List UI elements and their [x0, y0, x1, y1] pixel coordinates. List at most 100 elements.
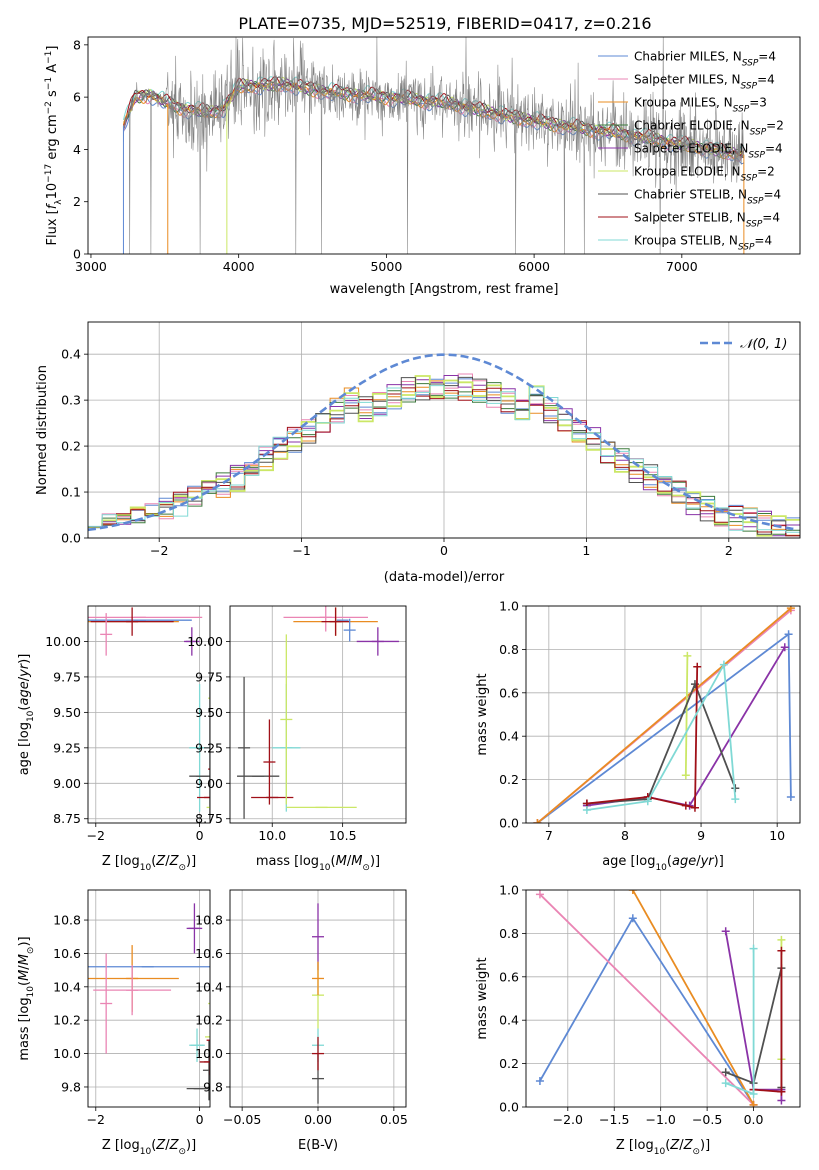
legend-label-base: Chabrier STELIB, N — [634, 188, 747, 202]
axis-label-part: )] — [186, 1138, 196, 1153]
x-tick-label: 9 — [697, 828, 705, 843]
y-tick-label: 0.6 — [499, 969, 519, 984]
axis-label-part: Z — [169, 854, 180, 869]
y-tick-label: 10.8 — [195, 913, 223, 928]
errorbar-point — [199, 1048, 210, 1076]
y-tick-label: 9.75 — [53, 669, 81, 684]
errorbar-point — [312, 903, 324, 971]
axis-label-part: 10 — [655, 863, 667, 873]
legend-label-tail: =2 — [766, 119, 784, 133]
x-tick-label: 8 — [621, 828, 629, 843]
y-tick-label: 9.8 — [203, 1079, 223, 1094]
axis-label-part: ( — [331, 854, 336, 869]
axis-label: Normed distribution — [35, 365, 50, 495]
axis-label: mass weight — [475, 957, 490, 1039]
y-tick-label: 10.2 — [195, 1013, 223, 1028]
mass-weight-marker — [749, 944, 758, 953]
y-tick-label: 9.25 — [195, 740, 223, 755]
mass-weight-marker — [683, 651, 692, 660]
legend-label-sub: SSP — [742, 59, 759, 69]
x-tick-label: −2 — [150, 543, 168, 558]
axis-label: Z [log10(Z/Z⊙)] — [616, 1138, 710, 1157]
legend-label-tail: =4 — [765, 142, 783, 156]
errorbar-point — [343, 618, 356, 642]
axis-label: mass weight — [475, 673, 490, 755]
axes-frame — [525, 889, 801, 1108]
axis-label-part: A — [45, 64, 60, 77]
axis-label-part: mass [log — [256, 854, 319, 869]
axis-label: Flux [fλ10−17 erg cm−2 s−1 A−1] — [44, 46, 64, 246]
mass-weight-marker — [533, 819, 542, 823]
axes-frame — [87, 889, 211, 1108]
x-tick-label: 10.0 — [258, 828, 286, 843]
legend-label-sub: SSP — [733, 105, 750, 115]
x-tick-label: 0.00 — [304, 1112, 332, 1127]
axis-label-part: ⊙ — [178, 863, 186, 873]
axis-label-part: λ — [54, 199, 64, 205]
mass-weight-marker — [721, 1068, 730, 1077]
y-tick-label: 9.00 — [195, 776, 223, 791]
axis-label-part: wavelength [Angstrom, rest frame] — [330, 282, 559, 297]
mass-weight-line — [632, 890, 755, 1106]
errorbar-point — [312, 961, 324, 996]
y-tick-label: 10.00 — [187, 634, 223, 649]
legend-label-base: Salpeter ELODIE, N — [634, 142, 748, 156]
axis-label-part: / — [696, 854, 701, 869]
plot-area — [88, 903, 210, 1101]
x-tick-label: 4000 — [223, 259, 255, 274]
plot-area — [535, 890, 786, 1107]
axis-label-part: ( — [17, 981, 32, 986]
x-tick-label: −1 — [292, 543, 310, 558]
mass-weight-marker — [535, 1076, 544, 1085]
axis-label-part: age [log — [17, 722, 32, 775]
mass-weight-line — [586, 661, 737, 811]
panel-weight-vs-Z: −2.0 −1.5 −1.0 −0.5 0.0 0.0 0.2 0.4 0.6 0.8 1.0 Z [… — [475, 883, 801, 1157]
mass-weight-marker — [786, 792, 795, 801]
panel-residuals: −2 −1 0 1 2 0.0 0.1 0.2 0.3 0.4 (data-model)/error… — [35, 321, 801, 585]
axis-label-part: M — [17, 954, 32, 965]
legend-label-sub: SSP — [741, 82, 758, 92]
errorbar-point — [356, 627, 399, 656]
axes-frame — [87, 605, 211, 824]
legend-label: 𝒩(0, 1) — [740, 337, 787, 352]
mass-weight-marker — [749, 1100, 758, 1107]
axes-frame — [525, 605, 801, 824]
errorbar-point — [90, 607, 174, 636]
y-tick-label: 10.8 — [53, 913, 81, 928]
x-tick-label: 0 — [196, 1112, 204, 1127]
axes-frame — [229, 889, 407, 1108]
legend-label: Kroupa MILES, NSSP=3 — [634, 96, 767, 115]
axis-label-part: Flux [ — [45, 209, 60, 245]
residual-histogram — [88, 375, 800, 537]
mass-weight-marker — [721, 927, 730, 936]
axis-label-part: Z [log — [616, 1138, 654, 1153]
axis-label-part: mass weight — [475, 957, 490, 1039]
mass-weight-line — [536, 607, 792, 823]
axis-label-part: ( — [667, 854, 672, 869]
legend-label-base: Kroupa STELIB, N — [634, 234, 738, 248]
legend-label-sub: SSP — [738, 243, 755, 253]
mass-weight-marker — [721, 1079, 730, 1088]
axis-label-part: )] — [17, 654, 32, 664]
axis-label-part: / — [17, 676, 32, 681]
legend-label-sub: SSP — [750, 128, 767, 138]
y-tick-label: 8.75 — [53, 811, 81, 826]
errorbar-point — [93, 965, 172, 1016]
axis-label-part: M — [17, 970, 32, 981]
y-tick-label: 0.1 — [61, 485, 81, 500]
axis-label-part: Z [log — [102, 1138, 140, 1153]
legend-label-base: Chabrier MILES, N — [634, 50, 742, 64]
legend-label-tail: =4 — [764, 188, 782, 202]
axis-label-part: 10 — [654, 1147, 666, 1157]
mass-weight-marker — [628, 914, 637, 923]
mass-weight-marker — [693, 662, 702, 671]
mass-weight-marker — [719, 660, 728, 669]
panel-mass-vs-Z: −2 09.810.010.210.410.610.8Z [log10(Z/Z⊙)… — [17, 889, 211, 1157]
legend-label-tail: =4 — [762, 211, 780, 225]
axis-label-part: 10 — [319, 863, 331, 873]
axis-label-part: / — [165, 1138, 170, 1153]
y-tick-label: 0.0 — [499, 1100, 519, 1115]
mass-weight-marker — [777, 1087, 786, 1096]
legend-label-tail: =4 — [757, 73, 775, 87]
